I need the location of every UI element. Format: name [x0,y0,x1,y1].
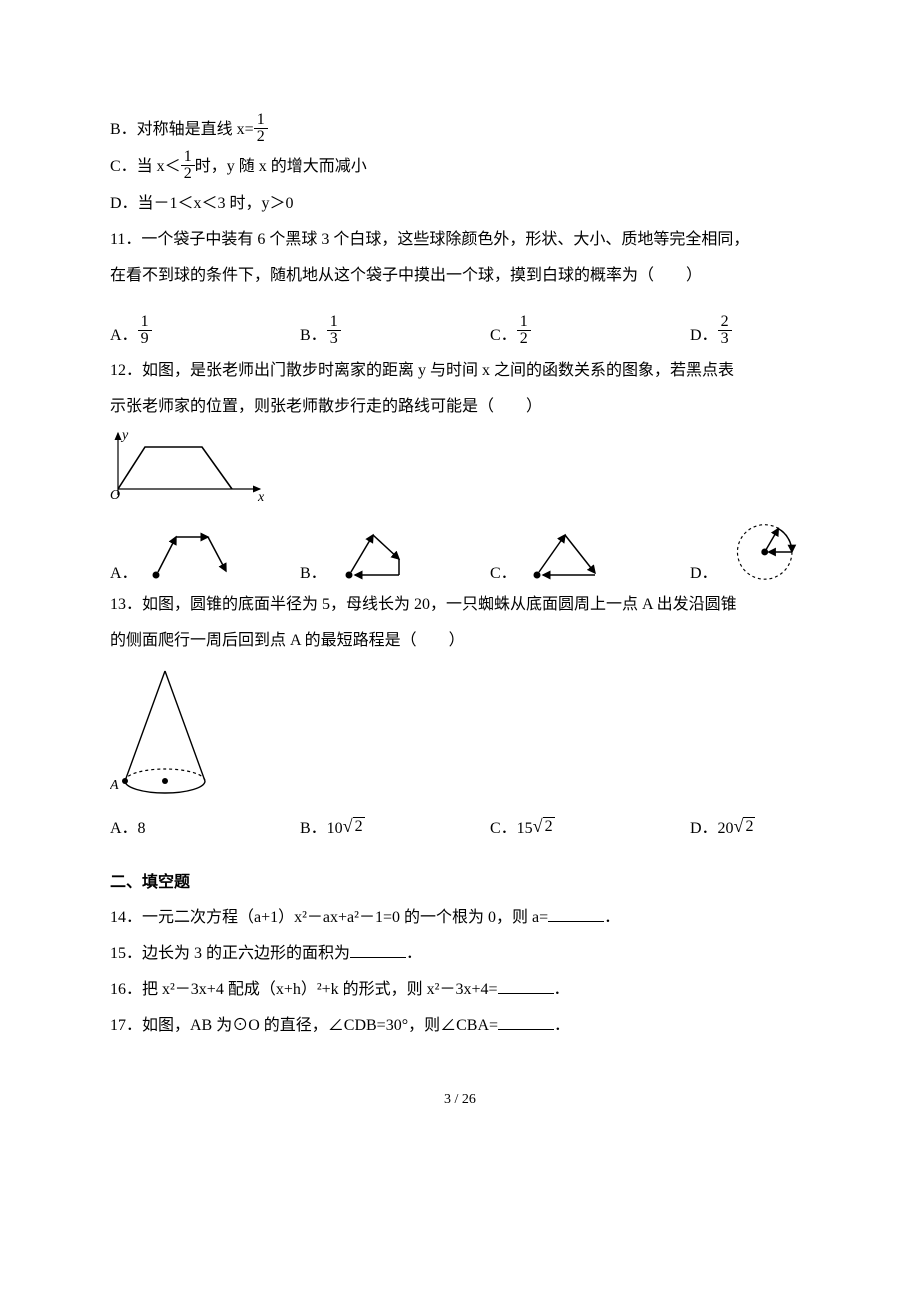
option-label: A． [110,559,138,583]
option-label: D．20 [690,814,734,838]
fraction-icon: 19 [138,314,152,347]
q10-option-c: C．当 x＜12时，y 随 x 的增大而减小 [110,151,810,184]
option-label: C．15 [490,814,533,838]
q13-stem-line1: 13．如图，圆锥的底面半径为 5，母线长为 20，一只蜘蛛从底面圆周上一点 A … [110,589,810,621]
q11-options: A． 19 B． 13 C． 12 D． 23 [110,316,810,349]
page-number: 3 / 26 [110,1092,810,1108]
q14: 14．一元二次方程（a+1）x²－ax+a²－1=0 的一个根为 0，则 a= ． [110,902,810,934]
cone-icon: A [110,663,220,803]
q12-option-d: D． [690,518,810,583]
option-label: B． [300,559,327,583]
q11-stem-line1: 11．一个袋子中装有 6 个黑球 3 个白球，这些球除颜色外，形状、大小、质地等… [110,224,810,256]
q10-c-prefix: C．当 x＜ [110,158,181,175]
sqrt-icon: √2 [533,817,555,836]
q11-option-c: C． 12 [490,316,690,349]
q13-options: A．8 B．10√2 C．15√2 D．20√2 [110,814,810,838]
q12-option-c: C． [490,523,690,583]
fill-blank [498,1014,554,1030]
fill-blank [548,906,604,922]
q16: 16．把 x²－3x+4 配成（x+h）²+k 的形式，则 x²－3x+4= ． [110,974,810,1006]
option-label: B． [300,321,327,345]
fraction-icon: 12 [254,112,268,145]
section-2-heading: 二、填空题 [110,868,810,892]
fraction-icon: 12 [181,149,195,182]
fraction-icon: 12 [517,314,531,347]
q17-stem: 17．如图，AB 为⊙O 的直径，∠CDB=30°，则∠CBA= [110,1017,498,1034]
point-a-label: A [110,778,119,793]
q13-option-d: D．20√2 [690,814,810,838]
period: ． [554,981,570,998]
q10-option-d: D．当－1＜x＜3 时，y＞0 [110,188,810,220]
q10-c-suffix: 时，y 随 x 的增大而减小 [195,158,367,175]
period: ． [604,909,620,926]
path-b-icon [327,523,422,583]
distance-time-graph-icon: O x y [110,427,270,507]
path-c-icon [517,523,612,583]
q13-option-c: C．15√2 [490,814,690,838]
sqrt-icon: √2 [734,817,756,836]
q12-option-b: B． [300,523,490,583]
q14-stem: 14．一元二次方程（a+1）x²－ax+a²－1=0 的一个根为 0，则 a= [110,909,548,926]
option-label: B．10 [300,814,343,838]
fraction-icon: 23 [718,314,732,347]
fill-blank [498,978,554,994]
q13-option-a: A．8 [110,814,300,838]
q11-option-a: A． 19 [110,316,300,349]
fraction-icon: 13 [327,314,341,347]
q12-options: A． B． C． [110,518,810,583]
fill-blank [350,942,406,958]
q11-option-b: B． 13 [300,316,490,349]
option-label: D． [690,321,718,345]
origin-label: O [110,488,120,503]
option-label: D． [690,559,718,583]
q13-cone-figure: A [110,663,810,808]
q13-stem-line2: 的侧面爬行一周后回到点 A 的最短路程是（ ） [110,625,810,657]
option-label: A． [110,321,138,345]
q13-option-b: B．10√2 [300,814,490,838]
q12-stem-line2: 示张老师家的位置，则张老师散步行走的路线可能是（ ） [110,391,810,423]
option-label: A．8 [110,814,146,838]
q17: 17．如图，AB 为⊙O 的直径，∠CDB=30°，则∠CBA= ． [110,1010,810,1042]
q12-graph: O x y [110,427,810,512]
document-page: B．对称轴是直线 x=12 C．当 x＜12时，y 随 x 的增大而减小 D．当… [0,0,920,1168]
q11-stem-line2: 在看不到球的条件下，随机地从这个袋子中摸出一个球，摸到白球的概率为（ ） [110,260,810,292]
sqrt-icon: √2 [343,817,365,836]
period: ． [406,945,422,962]
q12-option-a: A． [110,523,300,583]
q11-option-d: D． 23 [690,316,810,349]
x-axis-label: x [257,490,265,505]
path-d-icon [718,518,810,583]
q10-b-prefix: B．对称轴是直线 x= [110,121,254,138]
period: ． [554,1017,570,1034]
q10-option-b: B．对称轴是直线 x=12 [110,114,810,147]
path-a-icon [138,523,233,583]
y-axis-label: y [120,428,129,443]
q16-stem: 16．把 x²－3x+4 配成（x+h）²+k 的形式，则 x²－3x+4= [110,981,498,998]
option-label: C． [490,559,517,583]
q15: 15．边长为 3 的正六边形的面积为 ． [110,938,810,970]
q12-stem-line1: 12．如图，是张老师出门散步时离家的距离 y 与时间 x 之间的函数关系的图象，… [110,355,810,387]
option-label: C． [490,321,517,345]
q15-stem: 15．边长为 3 的正六边形的面积为 [110,945,350,962]
